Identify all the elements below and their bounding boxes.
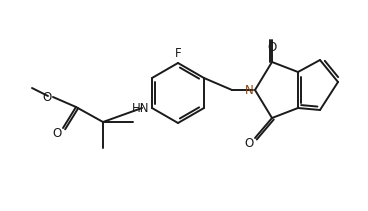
Text: O: O [43,91,52,104]
Text: O: O [245,137,254,150]
Text: F: F [175,47,181,60]
Text: O: O [268,41,277,54]
Text: HN: HN [131,101,149,115]
Text: N: N [245,84,254,96]
Text: O: O [53,127,62,140]
